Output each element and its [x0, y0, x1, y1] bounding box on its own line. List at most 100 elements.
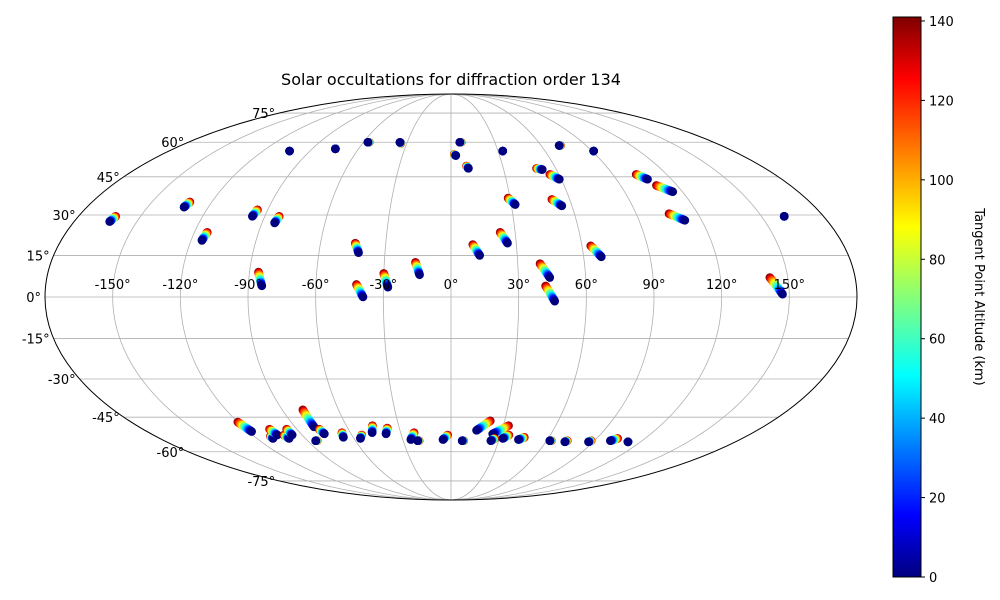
occultation-point	[451, 151, 461, 160]
occultation-point	[778, 289, 787, 299]
occultation-point	[331, 144, 340, 154]
occultation-point	[597, 252, 606, 262]
occultation-point	[367, 428, 377, 438]
occultation-track	[105, 212, 120, 226]
occultation-point	[354, 248, 363, 257]
occultation-point	[457, 436, 467, 446]
occultation-point	[455, 137, 465, 147]
occultation-point	[438, 435, 448, 444]
occultation-point	[320, 429, 329, 439]
occultation-track	[379, 269, 393, 292]
occultation-track	[311, 436, 322, 446]
colorbar-tick-label: 40	[929, 412, 946, 427]
occultation-track	[411, 258, 424, 280]
occultation-track	[462, 161, 473, 173]
colorbar-ticks: 0 20 40 60 80 100 120 140	[921, 15, 954, 586]
longitude-tick-label: 150°	[774, 278, 805, 293]
occultation-track	[623, 437, 633, 447]
occultation-point	[273, 430, 282, 440]
occultation-track	[233, 417, 256, 436]
occultation-track	[541, 281, 560, 306]
map-outline	[44, 93, 858, 501]
occultation-point	[472, 426, 481, 435]
longitude-tick-label: -30°	[369, 278, 397, 293]
occultation-track	[605, 434, 622, 446]
longitude-tick-label: 60°	[575, 278, 598, 293]
longitude-tick-label: 120°	[706, 278, 737, 293]
occultation-point	[287, 430, 297, 440]
latitude-tick-labels: -75° -60° -45° -30° -15° 0° 15° 30° 45° 60° 75°	[22, 107, 275, 490]
occultation-track	[545, 170, 564, 184]
occultation-track	[248, 205, 262, 221]
colorbar-tick-label: 60	[929, 333, 946, 348]
latitude-tick-label: -45°	[92, 411, 120, 426]
occultation-track	[503, 193, 520, 209]
occultation-track	[331, 144, 340, 154]
occultation-point	[415, 270, 424, 280]
latitude-tick-label: 15°	[27, 249, 50, 264]
occultation-point	[623, 437, 633, 447]
occultation-point	[105, 217, 114, 226]
longitude-tick-label: 90°	[642, 278, 665, 293]
occultation-track	[356, 430, 366, 443]
colorbar-tick-label: 80	[929, 253, 946, 268]
longitude-tick-label: -150°	[95, 278, 131, 293]
longitude-tick-labels: -150° -120° -90° -60° -30° 0° 30° 60° 90° 120° 150…	[95, 278, 805, 293]
occultation-track	[560, 436, 572, 447]
latitude-tick-label: -30°	[48, 373, 76, 388]
occultation-track	[468, 240, 485, 260]
occultation-point	[545, 273, 555, 282]
longitude-tick-label: -120°	[162, 278, 198, 293]
occultation-track	[586, 241, 606, 262]
occultation-point	[381, 429, 391, 439]
occultation-point	[383, 282, 393, 292]
occultation-track	[631, 170, 652, 184]
latitude-tick-label: 30°	[53, 209, 76, 224]
occultation-track	[298, 405, 319, 432]
occultation-track	[381, 423, 392, 439]
occultation-point	[356, 434, 365, 443]
occultation-track	[495, 228, 512, 248]
occultation-track	[179, 197, 195, 212]
latitude-tick-label: 45°	[97, 171, 120, 186]
occultation-point	[311, 436, 320, 446]
occultation-point	[538, 165, 547, 174]
occultation-track	[532, 164, 547, 174]
longitude-tick-label: -90°	[234, 278, 262, 293]
occultation-point	[475, 251, 485, 260]
occultation-point	[560, 437, 570, 447]
occultation-point	[584, 437, 593, 447]
colorbar-gradient	[892, 16, 922, 578]
occultation-point	[247, 427, 256, 436]
occultation-track	[514, 433, 529, 444]
occultation-track	[197, 228, 212, 245]
latitude-tick-label: 60°	[161, 136, 184, 151]
occultation-track	[449, 150, 461, 160]
latitude-tick-label: -75°	[247, 475, 275, 490]
occultation-track	[779, 212, 789, 221]
longitude-tick-label: -60°	[302, 278, 330, 293]
occultation-track	[254, 267, 267, 291]
colorbar: 0 20 40 60 80 100 120 140 Tangent Point Altitud…	[892, 15, 986, 586]
latitude-tick-label: 0°	[26, 291, 41, 306]
occultation-point	[395, 137, 405, 147]
latitude-tick-label: 75°	[252, 107, 275, 122]
colorbar-tick-label: 20	[929, 492, 946, 507]
occultation-track	[584, 436, 596, 447]
occultation-track	[266, 431, 278, 443]
occultation-point	[270, 218, 279, 228]
occultation-point	[680, 215, 690, 225]
longitude-tick-label: 0°	[444, 278, 459, 293]
occultation-point	[257, 281, 267, 291]
occultation-track	[352, 280, 368, 302]
occultation-track	[472, 416, 495, 435]
occultation-point	[554, 141, 564, 150]
occultation-track	[547, 195, 567, 211]
colorbar-tick-label: 140	[929, 15, 954, 30]
occultation-track	[363, 137, 374, 147]
occultation-point	[605, 436, 615, 446]
occultation-point	[557, 201, 567, 211]
occultation-point	[406, 435, 416, 444]
occultation-track	[395, 137, 406, 148]
